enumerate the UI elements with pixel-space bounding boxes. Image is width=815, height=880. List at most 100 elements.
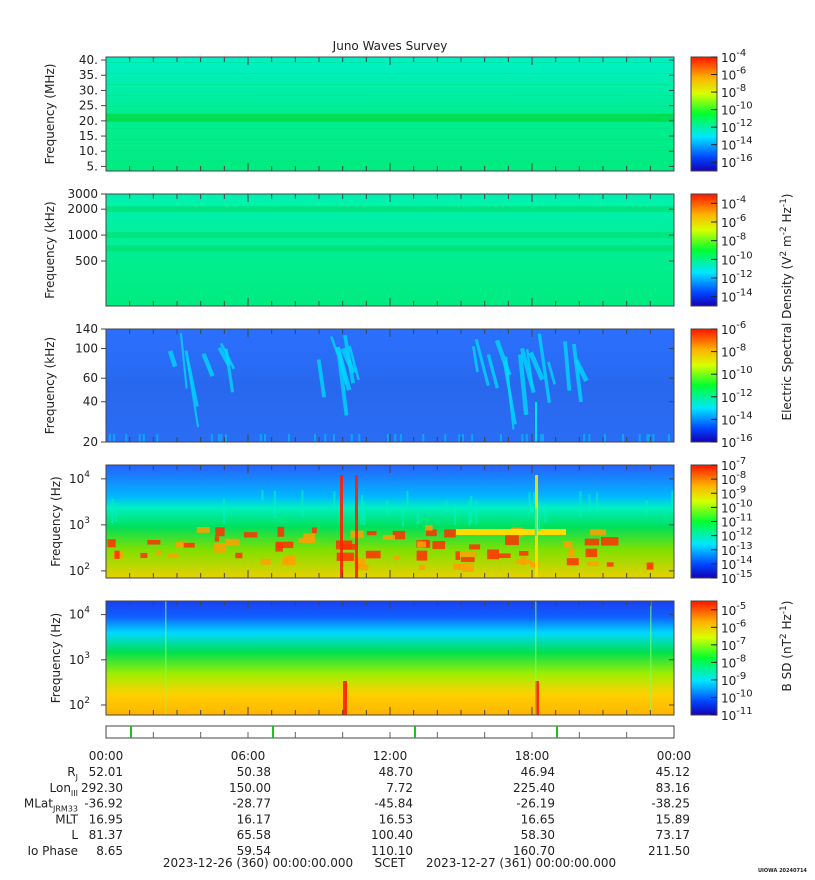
emission-streak: [219, 342, 236, 370]
colorbar-tick-label: 10-4: [721, 48, 746, 65]
emission-streak: [533, 492, 536, 505]
colorbar-tick-label: 10-8: [721, 343, 746, 360]
emission-patch: [183, 542, 195, 548]
emission-speck: [399, 434, 402, 442]
spectrogram-panels: 5.10.15.20.25. 30.35.40. Frequency (MHz) 10…: [43, 48, 753, 723]
emission-patch: [393, 555, 400, 561]
emission-speck: [220, 434, 223, 442]
colorbar-tick-label: 10-16: [721, 433, 753, 450]
emission-band: [106, 206, 674, 213]
colorbar-tick-label: 10-7: [721, 456, 746, 473]
spectrogram-background: [106, 601, 674, 715]
emission-streak: [544, 504, 547, 523]
emission-speck: [358, 434, 361, 442]
emission-patch: [587, 561, 599, 567]
emission-band: [106, 232, 674, 239]
y-tick-label: 3000: [67, 187, 98, 201]
emission-patch: [519, 551, 529, 556]
emission-streak: [316, 359, 327, 398]
ephemeris-value: -26.19: [516, 797, 555, 811]
emission-burst: [343, 681, 347, 715]
y-tick-label: 102: [69, 696, 90, 712]
frequency-stripe: [106, 84, 674, 85]
y-tick-label: 30.: [79, 83, 98, 97]
emission-streak: [471, 346, 479, 373]
frequency-stripe: [106, 128, 674, 129]
emission-patch: [311, 527, 317, 534]
colorbar-tick-label: 10-6: [721, 213, 746, 230]
emission-patch: [425, 525, 433, 531]
ephemeris-value: 110.10: [371, 844, 413, 858]
emission-patch: [426, 529, 437, 537]
colorbar-tick-label: 10-8: [721, 653, 746, 670]
emission-patch: [225, 538, 240, 547]
y-tick-label: 35.: [79, 68, 98, 82]
spectrogram-background: [106, 465, 674, 578]
colorbar-tick-label: 10-6: [721, 618, 746, 635]
y-tick-label: 500: [75, 254, 98, 268]
emission-streak: [645, 500, 648, 515]
emission-streak: [301, 490, 304, 517]
emission-patch: [461, 563, 474, 572]
emission-speck: [638, 434, 641, 442]
ephemeris-value: -38.25: [651, 797, 690, 811]
colorbar-tick-label: 10-10: [721, 250, 753, 267]
emission-patch: [140, 552, 148, 559]
emission-patch: [365, 550, 381, 559]
x-tick-label: 06:00: [231, 749, 266, 763]
emission-streak: [273, 490, 276, 518]
emission-speck: [525, 434, 528, 442]
emission-patch: [432, 541, 446, 550]
frequency-stripe: [106, 73, 674, 74]
emission-streak: [650, 601, 652, 715]
emission-streak: [261, 490, 264, 501]
ephemeris-value: 292.30: [81, 781, 123, 795]
ephemeris-value: 48.70: [379, 765, 413, 779]
emission-patch: [487, 549, 500, 560]
x-tick-label: 18:00: [515, 749, 550, 763]
ephemeris-value: 52.01: [89, 765, 123, 779]
emission-patch: [303, 533, 316, 543]
colorbar-tick-label: 10-11: [721, 706, 753, 723]
frequency-stripe: [106, 150, 674, 151]
y-tick-label: 102: [69, 562, 90, 578]
colorbar-titles: Electric Spectral Density (V2 m-2 Hz-1) B…: [779, 193, 794, 691]
colorbar-tick-label: 10-8: [721, 232, 746, 249]
y-tick-label: 60: [83, 371, 98, 385]
emission-streak: [486, 354, 500, 389]
colorbar-tick-label: 10-14: [721, 410, 753, 427]
emission-streak: [348, 345, 360, 381]
emission-speck: [386, 434, 389, 442]
colorbar-tick-label: 10-12: [721, 269, 753, 286]
frequency-stripe: [106, 117, 674, 118]
ephemeris-value: 7.72: [386, 781, 413, 795]
ephemeris-value: 58.30: [521, 828, 555, 842]
emission-patch: [176, 542, 188, 548]
version-tag: UIOWA 20240714: [758, 868, 807, 874]
emission-patch: [453, 563, 463, 570]
emission-patch: [419, 564, 426, 571]
y-axis-label: Frequency (Hz): [49, 613, 63, 704]
colorbar-tick-label: 10-12: [721, 118, 753, 135]
colorbar-tick-label: 10-14: [721, 136, 753, 153]
spectrogram-texture: [107, 475, 674, 578]
emission-streak: [201, 352, 215, 377]
emission-streak: [217, 346, 231, 367]
emission-streak: [445, 500, 448, 512]
emission-streak: [579, 491, 582, 518]
emission-speck: [210, 434, 213, 442]
emission-speck: [288, 434, 291, 442]
emission-streak: [362, 501, 365, 525]
colorbar-tick-label: 10-5: [721, 601, 746, 618]
ephemeris-value: 16.17: [237, 812, 271, 826]
emission-streak: [520, 347, 536, 394]
emission-patch: [646, 562, 654, 570]
emission-streak: [468, 500, 471, 526]
emission-streak: [534, 508, 537, 536]
colorbar-tick-label: 10-8: [721, 470, 746, 487]
figure-footer: 2023-12-26 (360) 00:00:00.000 SCET 2023-…: [163, 856, 808, 874]
emission-streak: [401, 509, 404, 527]
colorbar-tick-label: 10-6: [721, 66, 746, 83]
emission-patch: [275, 541, 294, 549]
